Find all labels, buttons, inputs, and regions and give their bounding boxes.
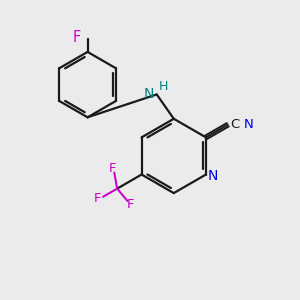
Text: F: F (109, 162, 117, 175)
Text: F: F (94, 192, 101, 205)
Text: F: F (73, 30, 81, 45)
Text: F: F (127, 198, 134, 211)
Text: H: H (159, 80, 168, 93)
Text: N: N (144, 87, 154, 101)
Text: N: N (207, 169, 218, 183)
Text: C: C (230, 118, 239, 130)
Text: N: N (243, 118, 253, 130)
